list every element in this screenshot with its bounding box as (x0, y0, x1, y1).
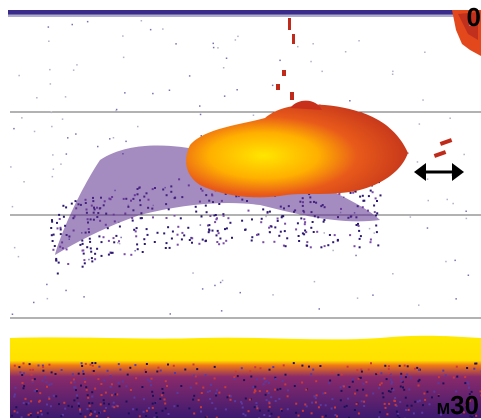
depth-value: 30 (450, 390, 479, 420)
double-arrow-icon (414, 161, 464, 183)
seabed-return (10, 336, 481, 418)
depth-unit: M (437, 401, 450, 418)
depth-scale-top: 0 (467, 4, 481, 30)
depth-scale-bottom: M30 (437, 392, 479, 418)
